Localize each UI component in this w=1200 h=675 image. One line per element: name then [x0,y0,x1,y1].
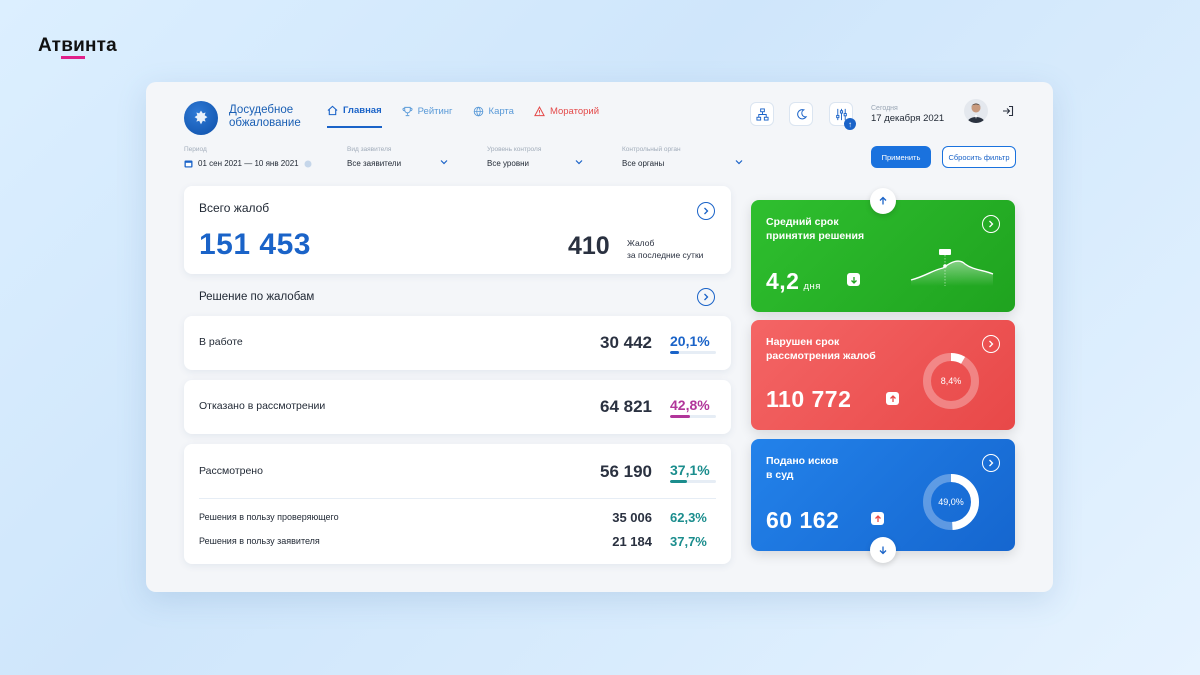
period-filter[interactable]: Период 01 сен 2021 — 10 янв 2021 [184,146,312,168]
sliders-icon [835,108,847,120]
progress-bar [670,415,716,418]
calendar-icon [184,160,193,168]
main-nav: Главная Рейтинг Карта Мораторий [327,105,599,128]
applicant-filter[interactable]: Вид заявителя Все заявители [347,146,448,168]
daily-value: 410 [568,232,610,260]
notification-badge: ↑ [844,118,856,130]
organ-filter[interactable]: Контрольный орган Все органы [622,146,747,168]
scroll-up-button[interactable] [870,188,896,214]
chevron-right-icon[interactable] [697,288,715,306]
structure-button[interactable] [750,102,774,126]
scroll-down-button[interactable] [870,537,896,563]
trophy-icon [402,106,413,117]
svg-text:49,0%: 49,0% [938,497,964,507]
lawsuits-donut: 49,0% [923,474,979,530]
daily-label: Жалоб за последние сутки [627,238,704,260]
rejected-row[interactable]: Отказано в рассмотрении 64 821 42,8% [184,380,731,434]
theme-toggle-button[interactable] [789,102,813,126]
up-arrow-icon [871,512,884,525]
divider [199,498,716,499]
total-title: Всего жалоб [199,201,270,215]
dashboard-window: Досудебное обжалование Главная Рейтинг К… [146,82,1053,592]
violated-donut: 8,4% [923,353,979,409]
chevron-right-icon[interactable] [697,202,715,220]
emblem-logo [184,101,218,135]
today-label: Сегодня [871,105,898,112]
lawsuits-card[interactable]: Подано исков в суд 60 162 49,0% [751,439,1015,551]
chevron-right-icon[interactable] [982,335,1000,353]
level-filter[interactable]: Уровень контроля Все уровни [487,146,587,168]
moon-icon [796,108,807,119]
trend-sparkline [910,249,994,286]
warning-icon [534,106,545,117]
tab-moratorium[interactable]: Мораторий [534,105,599,128]
tab-home[interactable]: Главная [327,105,382,128]
brand-logo: Атвинта [38,35,117,59]
hierarchy-icon [755,107,769,121]
home-icon [327,105,338,116]
chevron-down-icon [575,160,583,165]
up-arrow-icon [886,392,899,405]
reset-filter-button[interactable]: Сбросить фильтр [942,146,1016,168]
avatar[interactable] [964,99,988,123]
decisions-title: Решение по жалобам [199,291,315,303]
apply-button[interactable]: Применить [871,146,931,168]
violated-deadline-card[interactable]: Нарушен срок рассмотрения жалоб 110 772 8… [751,320,1015,430]
total-complaints-card[interactable]: Всего жалоб 151 453 410 Жалоб за последни… [184,186,731,274]
down-arrow-icon [847,273,860,286]
chevron-down-icon [440,160,448,165]
logout-icon[interactable] [1002,105,1014,117]
chevron-right-icon[interactable] [982,454,1000,472]
tab-map[interactable]: Карта [473,105,514,128]
in-work-row[interactable]: В работе 30 442 20,1% [184,316,731,370]
tab-rating[interactable]: Рейтинг [402,105,453,128]
avg-decision-time-card[interactable]: Средний срок принятия решения 4,2 дня [751,200,1015,312]
today-date: 17 декабря 2021 [871,113,945,124]
progress-bar [670,351,716,354]
progress-bar [670,480,716,483]
svg-text:8,4%: 8,4% [941,376,962,386]
app-title: Досудебное обжалование [229,104,301,129]
chevron-right-icon[interactable] [982,215,1000,233]
chevron-down-icon [735,160,743,165]
reviewed-row[interactable]: Рассмотрено 56 190 37,1% Решения в польз… [184,444,731,564]
info-icon [304,160,312,167]
globe-icon [473,106,483,117]
total-value: 151 453 [199,228,311,261]
